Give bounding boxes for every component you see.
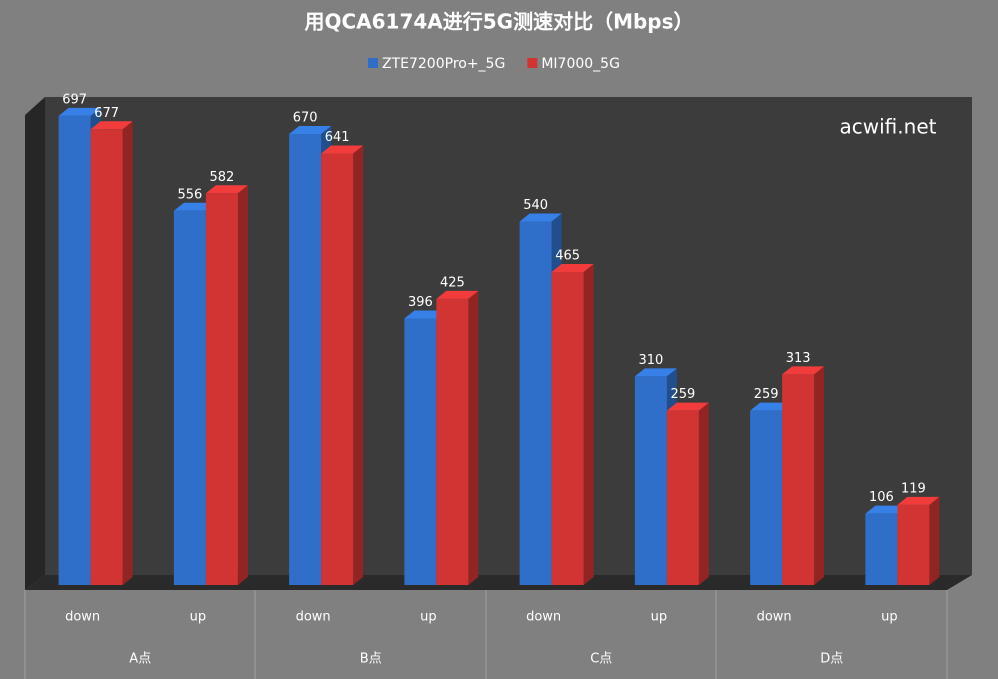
x-tick-label: down	[526, 610, 561, 625]
group-label: D点	[820, 652, 843, 667]
data-label: 556	[177, 187, 202, 202]
data-label: 540	[523, 198, 548, 213]
data-label: 106	[869, 490, 894, 505]
bar-top	[519, 213, 562, 222]
data-label: 259	[754, 387, 779, 402]
bar	[865, 513, 898, 585]
bar-top	[404, 310, 447, 319]
bar-side	[698, 402, 709, 585]
bar	[90, 129, 123, 585]
bar-top	[750, 402, 793, 411]
group-label: B点	[360, 652, 382, 667]
bar	[58, 115, 91, 585]
bar-side	[237, 185, 248, 586]
bar-top	[90, 121, 133, 130]
bar-top	[666, 402, 709, 411]
data-label: 119	[901, 481, 926, 496]
back-wall	[45, 97, 972, 575]
data-label: 641	[325, 130, 350, 145]
bar	[321, 153, 354, 585]
data-label: 465	[555, 249, 580, 264]
bar-side	[929, 496, 940, 585]
bar-top	[782, 366, 825, 375]
bar-top	[173, 202, 216, 211]
side-wall	[25, 97, 45, 590]
group-label: C点	[590, 652, 612, 667]
bar-top	[289, 126, 332, 135]
x-tick-label: up	[190, 610, 207, 625]
x-tick-label: up	[420, 610, 437, 625]
data-label: 582	[209, 170, 234, 185]
data-label: 425	[440, 275, 465, 290]
x-tick-label: down	[757, 610, 792, 625]
x-tick-label: down	[65, 610, 100, 625]
bar-side	[353, 145, 364, 585]
bar	[750, 410, 783, 585]
bar	[404, 318, 437, 585]
legend-swatch	[368, 58, 378, 68]
bar-side	[468, 290, 479, 585]
bar-top	[634, 368, 677, 377]
bar-top	[865, 505, 908, 514]
bar	[782, 374, 815, 585]
bar-side	[122, 121, 133, 586]
bar-top	[58, 107, 101, 116]
chart-title: 用QCA6174A进行5G测速对比（Mbps）	[304, 10, 693, 34]
x-tick-label: down	[296, 610, 331, 625]
data-label: 310	[638, 353, 663, 368]
x-tick-label: up	[651, 610, 668, 625]
bar-top	[436, 290, 479, 299]
floor	[25, 575, 972, 590]
category-table	[24, 590, 948, 679]
bar	[205, 193, 238, 586]
bar	[634, 376, 667, 585]
x-tick-label: up	[881, 610, 898, 625]
bar-side	[814, 366, 825, 585]
legend-label: ZTE7200Pro+_5G	[382, 56, 505, 72]
legend-swatch	[527, 58, 538, 68]
data-label: 670	[293, 111, 318, 126]
data-label: 313	[786, 351, 811, 366]
bar-top	[897, 496, 940, 505]
bar	[897, 504, 930, 585]
bar-top	[551, 264, 594, 273]
group-label: A点	[129, 652, 151, 667]
bar	[519, 221, 552, 585]
legend-label: MI7000_5G	[541, 56, 620, 72]
bar	[551, 272, 584, 585]
data-label: 396	[408, 295, 433, 310]
bar-side	[583, 264, 594, 585]
bar	[436, 298, 469, 585]
bar	[173, 210, 206, 585]
bar-top	[205, 185, 248, 194]
watermark: acwifi.net	[840, 115, 937, 139]
bar	[289, 134, 322, 585]
bar-top	[321, 145, 364, 154]
data-label: 259	[670, 387, 695, 402]
bar	[666, 410, 699, 585]
data-label: 677	[94, 106, 119, 121]
data-label: 697	[62, 92, 87, 107]
